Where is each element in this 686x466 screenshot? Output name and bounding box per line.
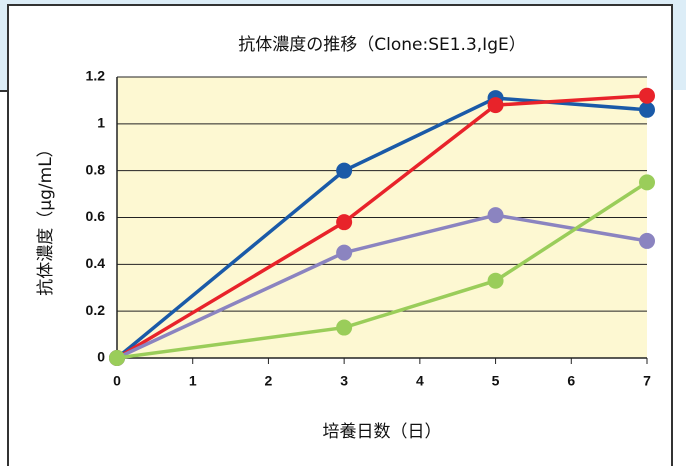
x-tick-label: 4 [416, 373, 424, 389]
data-point [336, 319, 353, 336]
y-tick-label: 0.6 [86, 208, 106, 224]
series-line [116, 180, 648, 360]
data-point [639, 101, 655, 118]
series-line [116, 213, 648, 360]
data-point [639, 87, 655, 104]
y-tick-label: 0 [97, 349, 105, 365]
y-axis-label: 抗体濃度（μg/mL） [36, 140, 56, 295]
x-tick-label: 6 [567, 373, 575, 389]
data-point [336, 162, 353, 179]
x-tick-label: 7 [643, 373, 651, 389]
x-tick-label: 3 [340, 373, 348, 389]
data-point [109, 350, 125, 366]
series-line [115, 96, 648, 360]
y-tick-label: 1 [97, 115, 105, 131]
data-point [487, 272, 504, 289]
y-tick-label: 1.2 [86, 68, 106, 84]
y-tick-label: 0.8 [86, 161, 106, 177]
data-point [487, 207, 504, 224]
chart-title: 抗体濃度の推移（Clone:SE1.3,IgE） [238, 35, 525, 55]
x-tick-label: 1 [189, 373, 197, 389]
data-point [639, 174, 655, 191]
x-tick-label: 0 [113, 373, 121, 389]
y-tick-label: 0.2 [86, 302, 106, 318]
data-point [639, 232, 655, 249]
data-point [336, 214, 353, 231]
series-line [116, 93, 648, 360]
data-point [336, 244, 353, 261]
y-tick-label: 0.4 [86, 255, 106, 271]
x-tick-label: 5 [492, 373, 500, 389]
x-tick-label: 2 [265, 373, 273, 389]
data-point [487, 97, 504, 114]
x-axis-label: 培養日数（日） [323, 422, 442, 442]
